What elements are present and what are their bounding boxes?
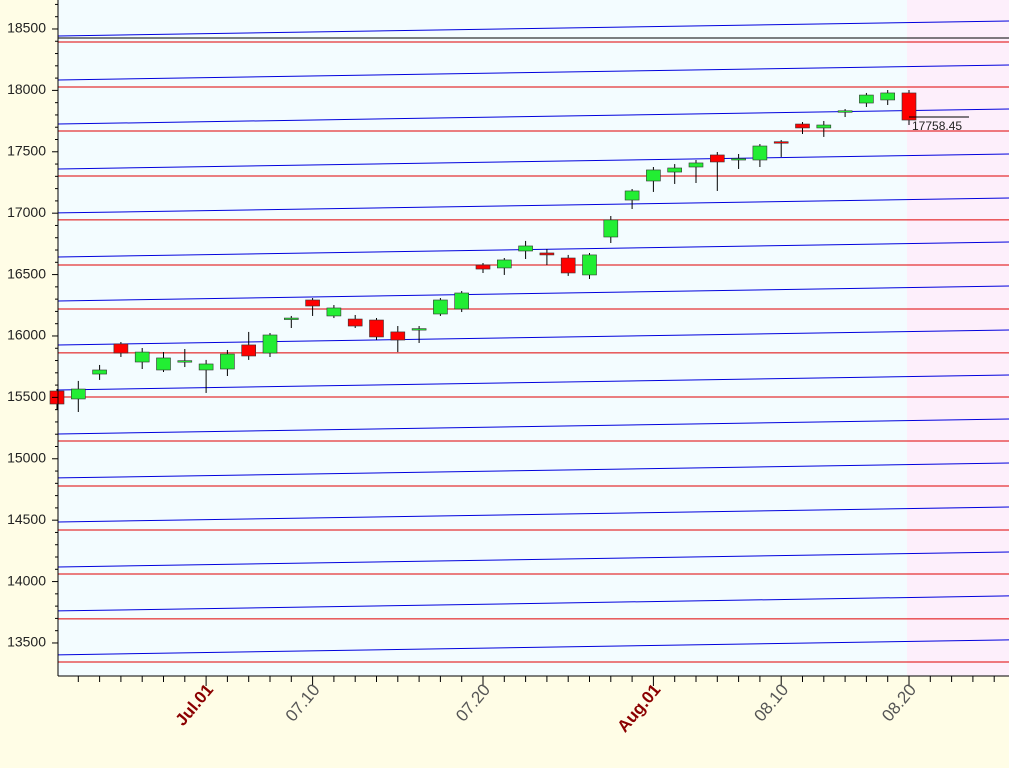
trend-line bbox=[57, 639, 1009, 656]
candle-body bbox=[496, 259, 512, 269]
candle-body bbox=[816, 124, 832, 129]
candle-body bbox=[795, 123, 810, 129]
trend-line bbox=[57, 153, 1009, 170]
trend-line bbox=[57, 462, 1009, 479]
candle-body bbox=[177, 360, 193, 363]
candle-body bbox=[624, 190, 640, 201]
candle-body bbox=[347, 318, 363, 327]
candles: 17758.45 bbox=[49, 90, 969, 412]
last-price-label: 17758.45 bbox=[912, 119, 962, 133]
candle-body bbox=[475, 264, 491, 270]
x-tick-label: 07.10 bbox=[282, 680, 324, 725]
y-tick-label: 18000 bbox=[7, 81, 46, 97]
trend-line bbox=[57, 241, 1009, 258]
overlay-lines bbox=[57, 20, 1009, 663]
future-area bbox=[907, 0, 1009, 676]
candle-body bbox=[880, 92, 896, 101]
candle-body bbox=[283, 317, 299, 320]
candle-body bbox=[539, 252, 555, 256]
plot-area bbox=[58, 0, 1009, 676]
candle-body bbox=[134, 351, 150, 363]
y-tick-label: 17500 bbox=[7, 142, 46, 158]
candle-body bbox=[92, 369, 107, 375]
candle-body bbox=[901, 92, 917, 121]
y-tick-label: 17000 bbox=[7, 204, 46, 220]
candle-body bbox=[198, 363, 214, 371]
candle-body bbox=[688, 162, 704, 168]
candle-body bbox=[667, 167, 683, 173]
candle-body bbox=[731, 158, 746, 161]
x-tick-label: 08.10 bbox=[750, 680, 792, 725]
trend-line bbox=[57, 551, 1009, 568]
candle-body bbox=[411, 328, 427, 331]
x-tick-label: 08.20 bbox=[878, 680, 920, 725]
y-tick-label: 15500 bbox=[7, 388, 46, 404]
trend-line bbox=[57, 506, 1009, 523]
y-tick-label: 13500 bbox=[7, 634, 46, 650]
y-tick-label: 16500 bbox=[7, 265, 46, 281]
candle-body bbox=[241, 344, 256, 357]
y-tick-label: 16000 bbox=[7, 327, 46, 343]
candle-body bbox=[113, 343, 129, 354]
trend-line bbox=[57, 20, 1009, 37]
candle-body bbox=[305, 299, 320, 307]
candle-body bbox=[518, 245, 533, 252]
candle-body bbox=[454, 292, 470, 310]
candle-body bbox=[433, 299, 448, 315]
candle-body bbox=[837, 110, 853, 113]
candle-body bbox=[156, 357, 171, 371]
trend-line bbox=[57, 197, 1009, 214]
candle-body bbox=[603, 219, 619, 238]
candle-body bbox=[369, 319, 384, 338]
candle-body bbox=[390, 331, 406, 341]
candle-body bbox=[262, 334, 278, 354]
trend-line bbox=[57, 418, 1009, 435]
candle-body bbox=[326, 307, 342, 317]
y-tick-label: 15000 bbox=[7, 449, 46, 465]
trend-line bbox=[57, 64, 1009, 81]
y-tick-label: 14000 bbox=[7, 572, 46, 588]
candle-body bbox=[71, 388, 86, 400]
candle-body bbox=[773, 141, 789, 144]
trend-line bbox=[57, 374, 1009, 391]
candle-body bbox=[582, 254, 597, 276]
x-tick-label: Aug.01 bbox=[613, 680, 664, 736]
candle-body bbox=[709, 154, 725, 163]
y-tick-label: 18500 bbox=[7, 20, 46, 36]
x-tick-label: Jul.01 bbox=[172, 680, 218, 729]
candle-body bbox=[646, 169, 661, 182]
trend-line bbox=[57, 285, 1009, 302]
trend-line bbox=[57, 595, 1009, 612]
y-tick-label: 14500 bbox=[7, 511, 46, 527]
candle-body bbox=[560, 257, 576, 274]
candle-body bbox=[752, 145, 768, 161]
candle-body bbox=[220, 353, 235, 370]
x-tick-label: 07.20 bbox=[452, 680, 494, 725]
trend-line bbox=[57, 329, 1009, 346]
candle-body bbox=[859, 94, 874, 104]
